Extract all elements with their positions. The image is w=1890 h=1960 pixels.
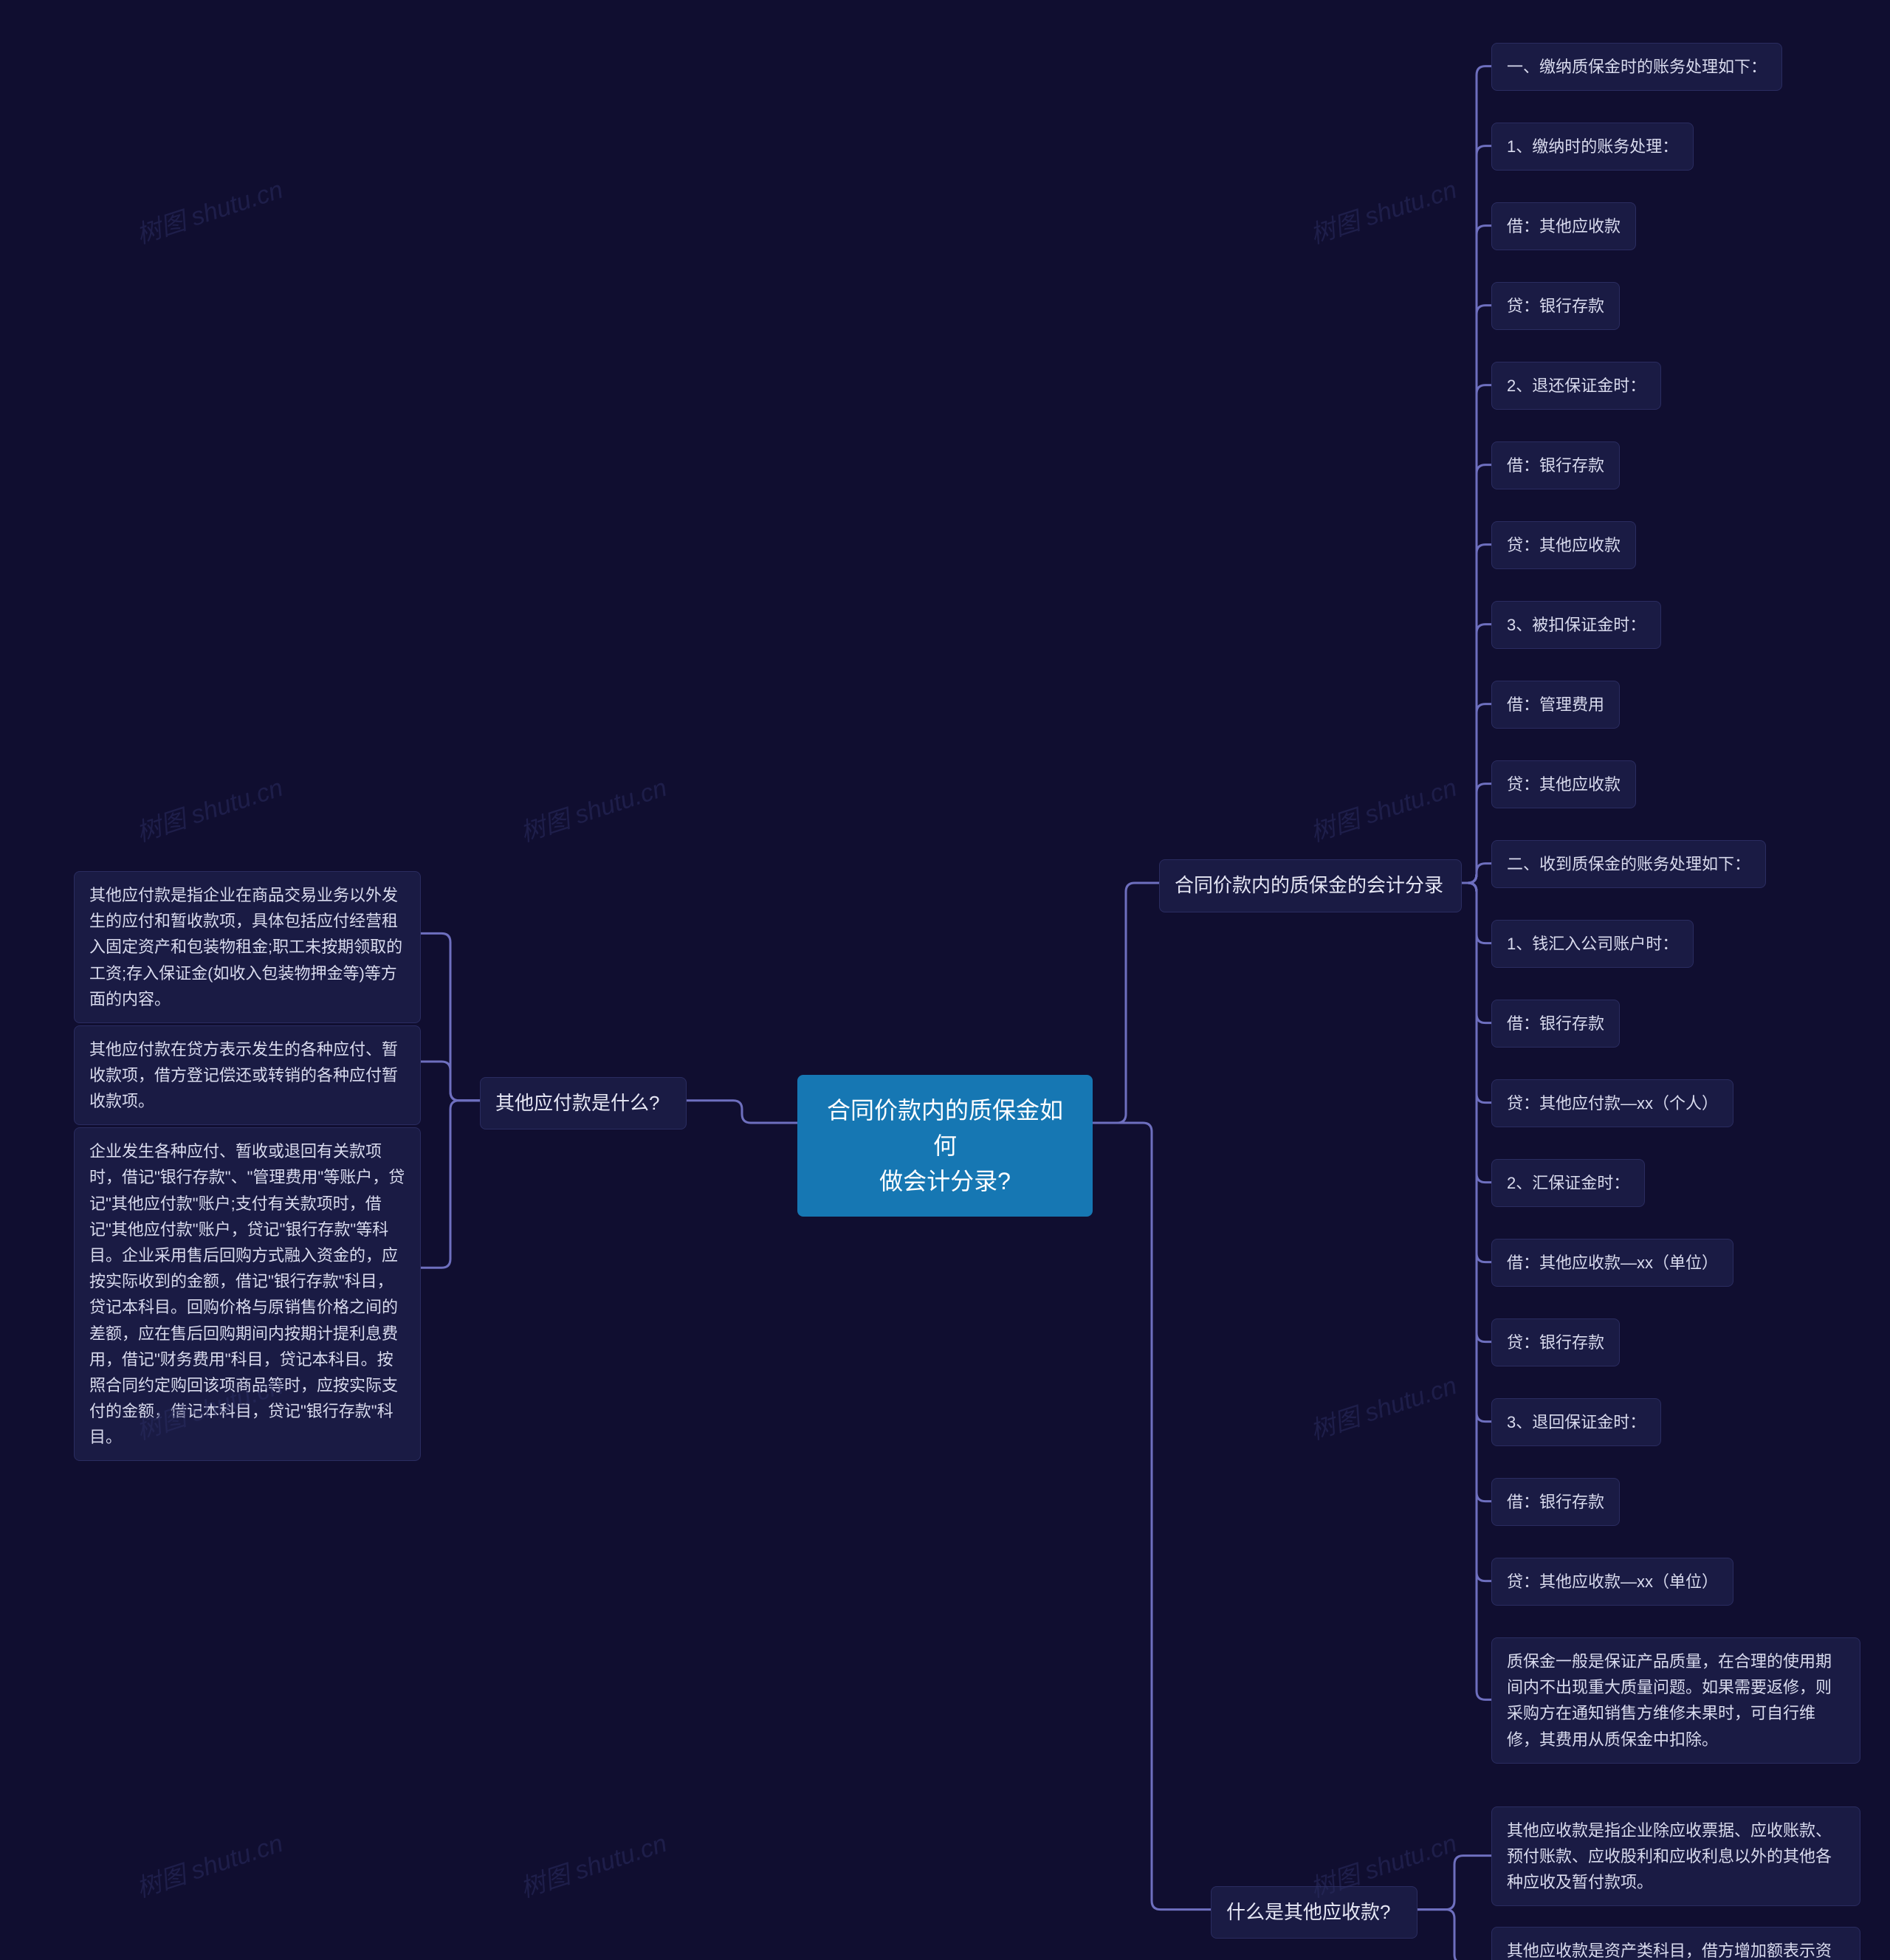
b1-leaf-12: 借：银行存款 [1491,1000,1620,1048]
b1-leaf-10: 二、收到质保金的账务处理如下： [1491,840,1766,888]
b1-leaf-16: 贷：银行存款 [1491,1318,1620,1366]
b1-leaf-15: 借：其他应收款—xx（单位） [1491,1239,1733,1287]
b1-leaf-5: 借：银行存款 [1491,441,1620,489]
watermark: 树图 shutu.cn [131,169,286,250]
mindmap-canvas: 合同价款内的质保金如何做会计分录? 一、缴纳质保金时的账务处理如下： 1、缴纳时的账… [0,0,1890,1960]
b1-leaf-18: 借：银行存款 [1491,1478,1620,1526]
b1-leaf-13: 贷：其他应付款—xx（个人） [1491,1079,1733,1127]
watermark: 树图 shutu.cn [131,1823,286,1904]
b1-leaf-0: 一、缴纳质保金时的账务处理如下： [1491,43,1782,91]
b3-leaf-1: 其他应付款在贷方表示发生的各种应付、暂收款项，借方登记偿还或转销的各种应付暂收款… [74,1025,421,1126]
b2-leaf-1: 其他应收款是资产类科目，借方增加额表示资产增加，贷方增加额表示资产减少。 [1491,1927,1860,1960]
b1-leaf-2: 借：其他应收款 [1491,202,1636,250]
b1-leaf-6: 贷：其他应收款 [1491,521,1636,569]
b1-leaf-17: 3、退回保证金时： [1491,1398,1661,1446]
b1-leaf-8: 借：管理费用 [1491,681,1620,729]
branch-1: 合同价款内的质保金的会计分录 [1159,859,1462,912]
watermark: 树图 shutu.cn [515,767,670,848]
watermark: 树图 shutu.cn [1305,169,1460,250]
watermark: 树图 shutu.cn [1305,1365,1460,1446]
watermark: 树图 shutu.cn [1305,767,1460,848]
b1-leaf-19: 贷：其他应收款—xx（单位） [1491,1558,1733,1606]
b1-leaf-1: 1、缴纳时的账务处理： [1491,123,1694,171]
branch-3: 其他应付款是什么? [480,1077,687,1130]
b1-leaf-11: 1、钱汇入公司账户时： [1491,920,1694,968]
watermark: 树图 shutu.cn [131,767,286,848]
b1-leaf-7: 3、被扣保证金时： [1491,601,1661,649]
watermark: 树图 shutu.cn [515,1823,670,1904]
b1-leaf-4: 2、退还保证金时： [1491,362,1661,410]
b3-leaf-0: 其他应付款是指企业在商品交易业务以外发生的应付和暂收款项，具体包括应付经营租入固… [74,871,421,1023]
b1-leaf-14: 2、汇保证金时： [1491,1159,1645,1207]
b1-leaf-9: 贷：其他应收款 [1491,760,1636,808]
b1-leaf-20: 质保金一般是保证产品质量，在合理的使用期间内不出现重大质量问题。如果需要返修，则… [1491,1637,1860,1764]
b3-leaf-2: 企业发生各种应付、暂收或退回有关款项时，借记"银行存款"、"管理费用"等账户，贷… [74,1127,421,1461]
b1-leaf-3: 贷：银行存款 [1491,282,1620,330]
b2-leaf-0: 其他应收款是指企业除应收票据、应收账款、预付账款、应收股利和应收利息以外的其他各… [1491,1806,1860,1907]
root-node: 合同价款内的质保金如何做会计分录? [797,1075,1093,1217]
branch-2: 什么是其他应收款? [1211,1886,1418,1939]
